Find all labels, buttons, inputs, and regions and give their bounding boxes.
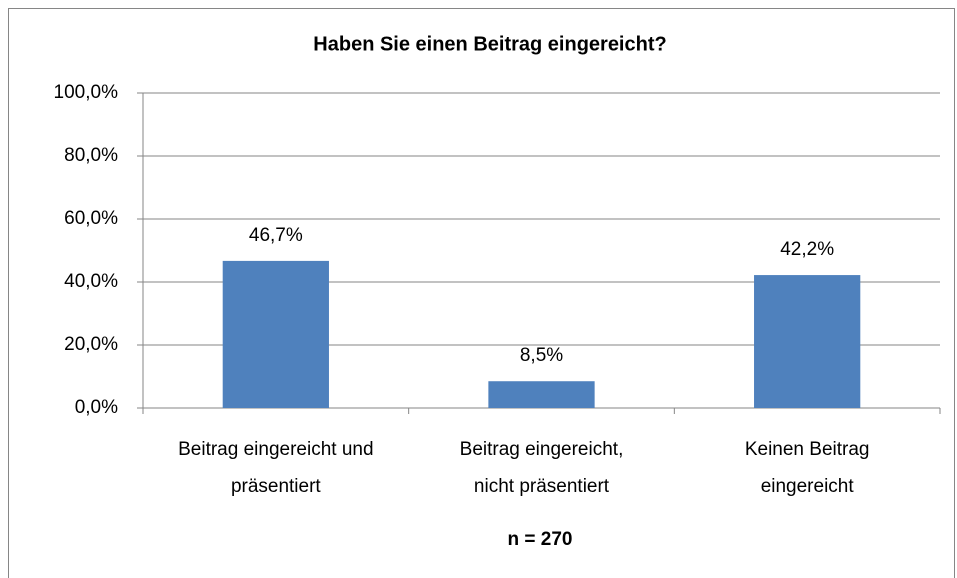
- y-tick-label: 80,0%: [64, 145, 118, 166]
- x-axis-label: n = 270: [508, 529, 573, 550]
- y-tick-label: 60,0%: [64, 208, 118, 229]
- bar: [488, 381, 595, 408]
- data-label: 42,2%: [780, 239, 834, 260]
- chart-title: Haben Sie einen Beitrag eingereicht?: [313, 33, 666, 55]
- y-tick-label: 40,0%: [64, 271, 118, 292]
- x-tick-label: Beitrag eingereicht und präsentiert: [178, 439, 373, 497]
- data-label: 8,5%: [520, 345, 563, 366]
- y-tick-label: 0,0%: [75, 397, 118, 418]
- bar: [754, 275, 861, 408]
- y-tick-label: 20,0%: [64, 334, 118, 355]
- x-tick-label: Keinen Beitrag eingereicht: [745, 439, 870, 497]
- bar: [222, 260, 329, 408]
- data-label: 46,7%: [249, 225, 303, 246]
- y-tick-label: 100,0%: [54, 82, 119, 103]
- x-tick-label: Beitrag eingereicht, nicht präsentiert: [460, 439, 624, 497]
